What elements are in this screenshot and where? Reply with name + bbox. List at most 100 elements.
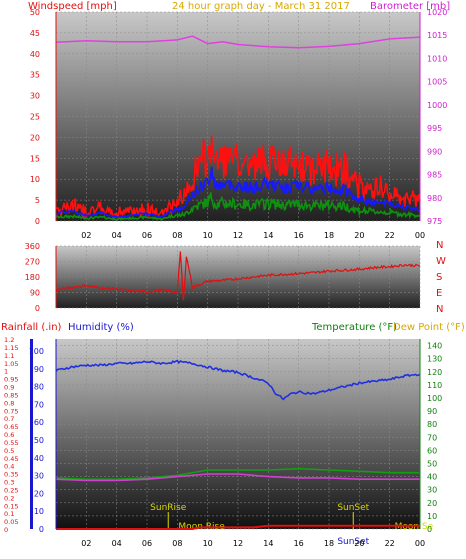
barometer-label: Barometer [mb] <box>370 1 450 12</box>
humidity-x-tick-labels: 02 04 06 08 10 12 14 16 18 20 22 00 <box>81 539 425 548</box>
rain-tick: 0.35 <box>4 471 18 479</box>
rain-tick: 0.7 <box>4 415 14 423</box>
compass-label: S <box>436 272 442 283</box>
direction-y-tick: 270 <box>25 258 40 267</box>
wind-x-tick: 20 <box>354 231 364 240</box>
wind-series <box>55 35 421 221</box>
barometer-tick: 990 <box>427 147 442 156</box>
humidity-x-tick: 12 <box>233 539 243 548</box>
temperature-tick: 120 <box>427 368 442 377</box>
compass-label: E <box>436 288 442 299</box>
wind-x-tick: 14 <box>263 231 273 240</box>
temperature-tick: 40 <box>427 473 437 482</box>
humidity-x-tick: 14 <box>263 539 273 548</box>
barometer-tick: 980 <box>427 194 442 203</box>
rain-tick: 1.05 <box>4 360 18 368</box>
rain-tick: 0.25 <box>4 486 18 494</box>
barometer-tick-labels: 975 980 985 990 995 1000 1005 1010 1015 1020 <box>427 8 447 226</box>
dewpoint-line <box>55 473 420 482</box>
humidity-series <box>55 359 421 530</box>
rain-tick: 0.3 <box>4 479 14 487</box>
barometer-tick: 1020 <box>427 8 447 17</box>
temperature-tick: 90 <box>427 407 437 416</box>
humidity-x-tick: 18 <box>324 539 334 548</box>
wind-y-tick: 40 <box>30 50 40 59</box>
humidity-tick: 80 <box>34 383 44 392</box>
rain-tick: 0.4 <box>4 463 14 471</box>
wind-direction-line <box>55 251 421 301</box>
temperature-label: Temperature (°F) <box>311 322 397 333</box>
barometer-tick: 1005 <box>427 78 447 87</box>
windspeed-average-line <box>56 166 421 219</box>
humidity-plot-background <box>56 339 420 529</box>
rainfall-line <box>56 524 420 530</box>
direction-y-tick-labels: 0 90 180 270 360 <box>25 242 40 313</box>
rain-tick: 0.15 <box>4 502 18 510</box>
temperature-tick: 0 <box>427 525 432 534</box>
rain-tick-labels: 00.050.10.150.20.250.30.350.40.450.50.55… <box>4 336 18 534</box>
humidity-tick: 40 <box>34 454 44 463</box>
compass-label: N <box>436 304 443 315</box>
rain-tick: 0.05 <box>4 518 18 526</box>
wind-x-tick: 16 <box>294 231 304 240</box>
temperature-tick: 130 <box>427 355 442 364</box>
barometer-tick: 995 <box>427 124 442 133</box>
wind-y-tick: 20 <box>30 133 40 142</box>
humidity-tick-labels: 0 10 20 30 40 50 60 70 80 90 100 <box>29 347 44 534</box>
humidity-tick: 10 <box>34 507 44 516</box>
humidity-tick: 70 <box>34 400 44 409</box>
wind-y-tick-labels: 0 5 10 15 20 25 30 35 40 45 50 <box>30 8 40 226</box>
humidity-x-tick: 08 <box>172 539 182 548</box>
rain-tick: 1.15 <box>4 344 18 352</box>
wind-y-tick: 30 <box>30 92 40 101</box>
direction-y-tick: 90 <box>30 289 40 298</box>
rain-tick: 0.6 <box>4 431 14 439</box>
windspeed-label: Windspeed [mph] <box>28 1 117 12</box>
humidity-tick: 20 <box>34 489 44 498</box>
humidity-tick: 30 <box>34 472 44 481</box>
temperature-tick: 80 <box>427 420 437 429</box>
humidity-x-tick: 00 <box>415 539 425 548</box>
annotation-label: Moon Se <box>395 522 434 532</box>
windspeed-low-line <box>55 192 421 221</box>
compass-label: W <box>436 256 446 267</box>
wind-x-tick-labels: 02 04 06 08 10 12 14 16 18 20 22 00 <box>81 231 425 240</box>
rain-tick: 0.55 <box>4 439 18 447</box>
humidity-label: Humidity (%) <box>68 322 134 333</box>
rain-tick: 0 <box>4 526 8 534</box>
annotation-label: SunRise <box>150 503 187 513</box>
wind-y-tick: 0 <box>35 217 40 226</box>
annotation-label: SunSet <box>337 537 369 547</box>
wind-y-tick: 50 <box>30 8 40 17</box>
rain-tick: 0.65 <box>4 423 18 431</box>
humidity-x-tick: 04 <box>112 539 122 548</box>
humidity-tick: 0 <box>39 525 44 534</box>
barometer-tick: 1015 <box>427 31 447 40</box>
temperature-tick-labels: 0 10 20 30 40 50 60 70 80 90 100 110 120 130 140 <box>427 342 442 534</box>
temperature-tick: 30 <box>427 486 437 495</box>
humidity-tick: 60 <box>34 418 44 427</box>
temperature-tick: 60 <box>427 446 437 455</box>
temperature-tick: 20 <box>427 499 437 508</box>
temperature-tick: 50 <box>427 459 437 468</box>
annotation-label: SunSet <box>337 503 369 513</box>
humidity-x-tick: 06 <box>142 539 152 548</box>
wind-y-tick: 35 <box>30 71 40 80</box>
rain-tick: 1.2 <box>4 336 14 344</box>
rain-tick: 0.45 <box>4 455 18 463</box>
wind-x-tick: 22 <box>385 231 395 240</box>
wind-x-tick: 06 <box>142 231 152 240</box>
barometer-tick: 975 <box>427 217 442 226</box>
rain-tick: 0.95 <box>4 376 18 384</box>
rain-tick: 0.85 <box>4 391 18 399</box>
wind-y-tick: 45 <box>30 29 40 38</box>
rain-tick: 0.9 <box>4 384 14 392</box>
rain-tick: 0.5 <box>4 447 14 455</box>
humidity-x-tick: 16 <box>294 539 304 548</box>
direction-grid <box>56 245 421 309</box>
